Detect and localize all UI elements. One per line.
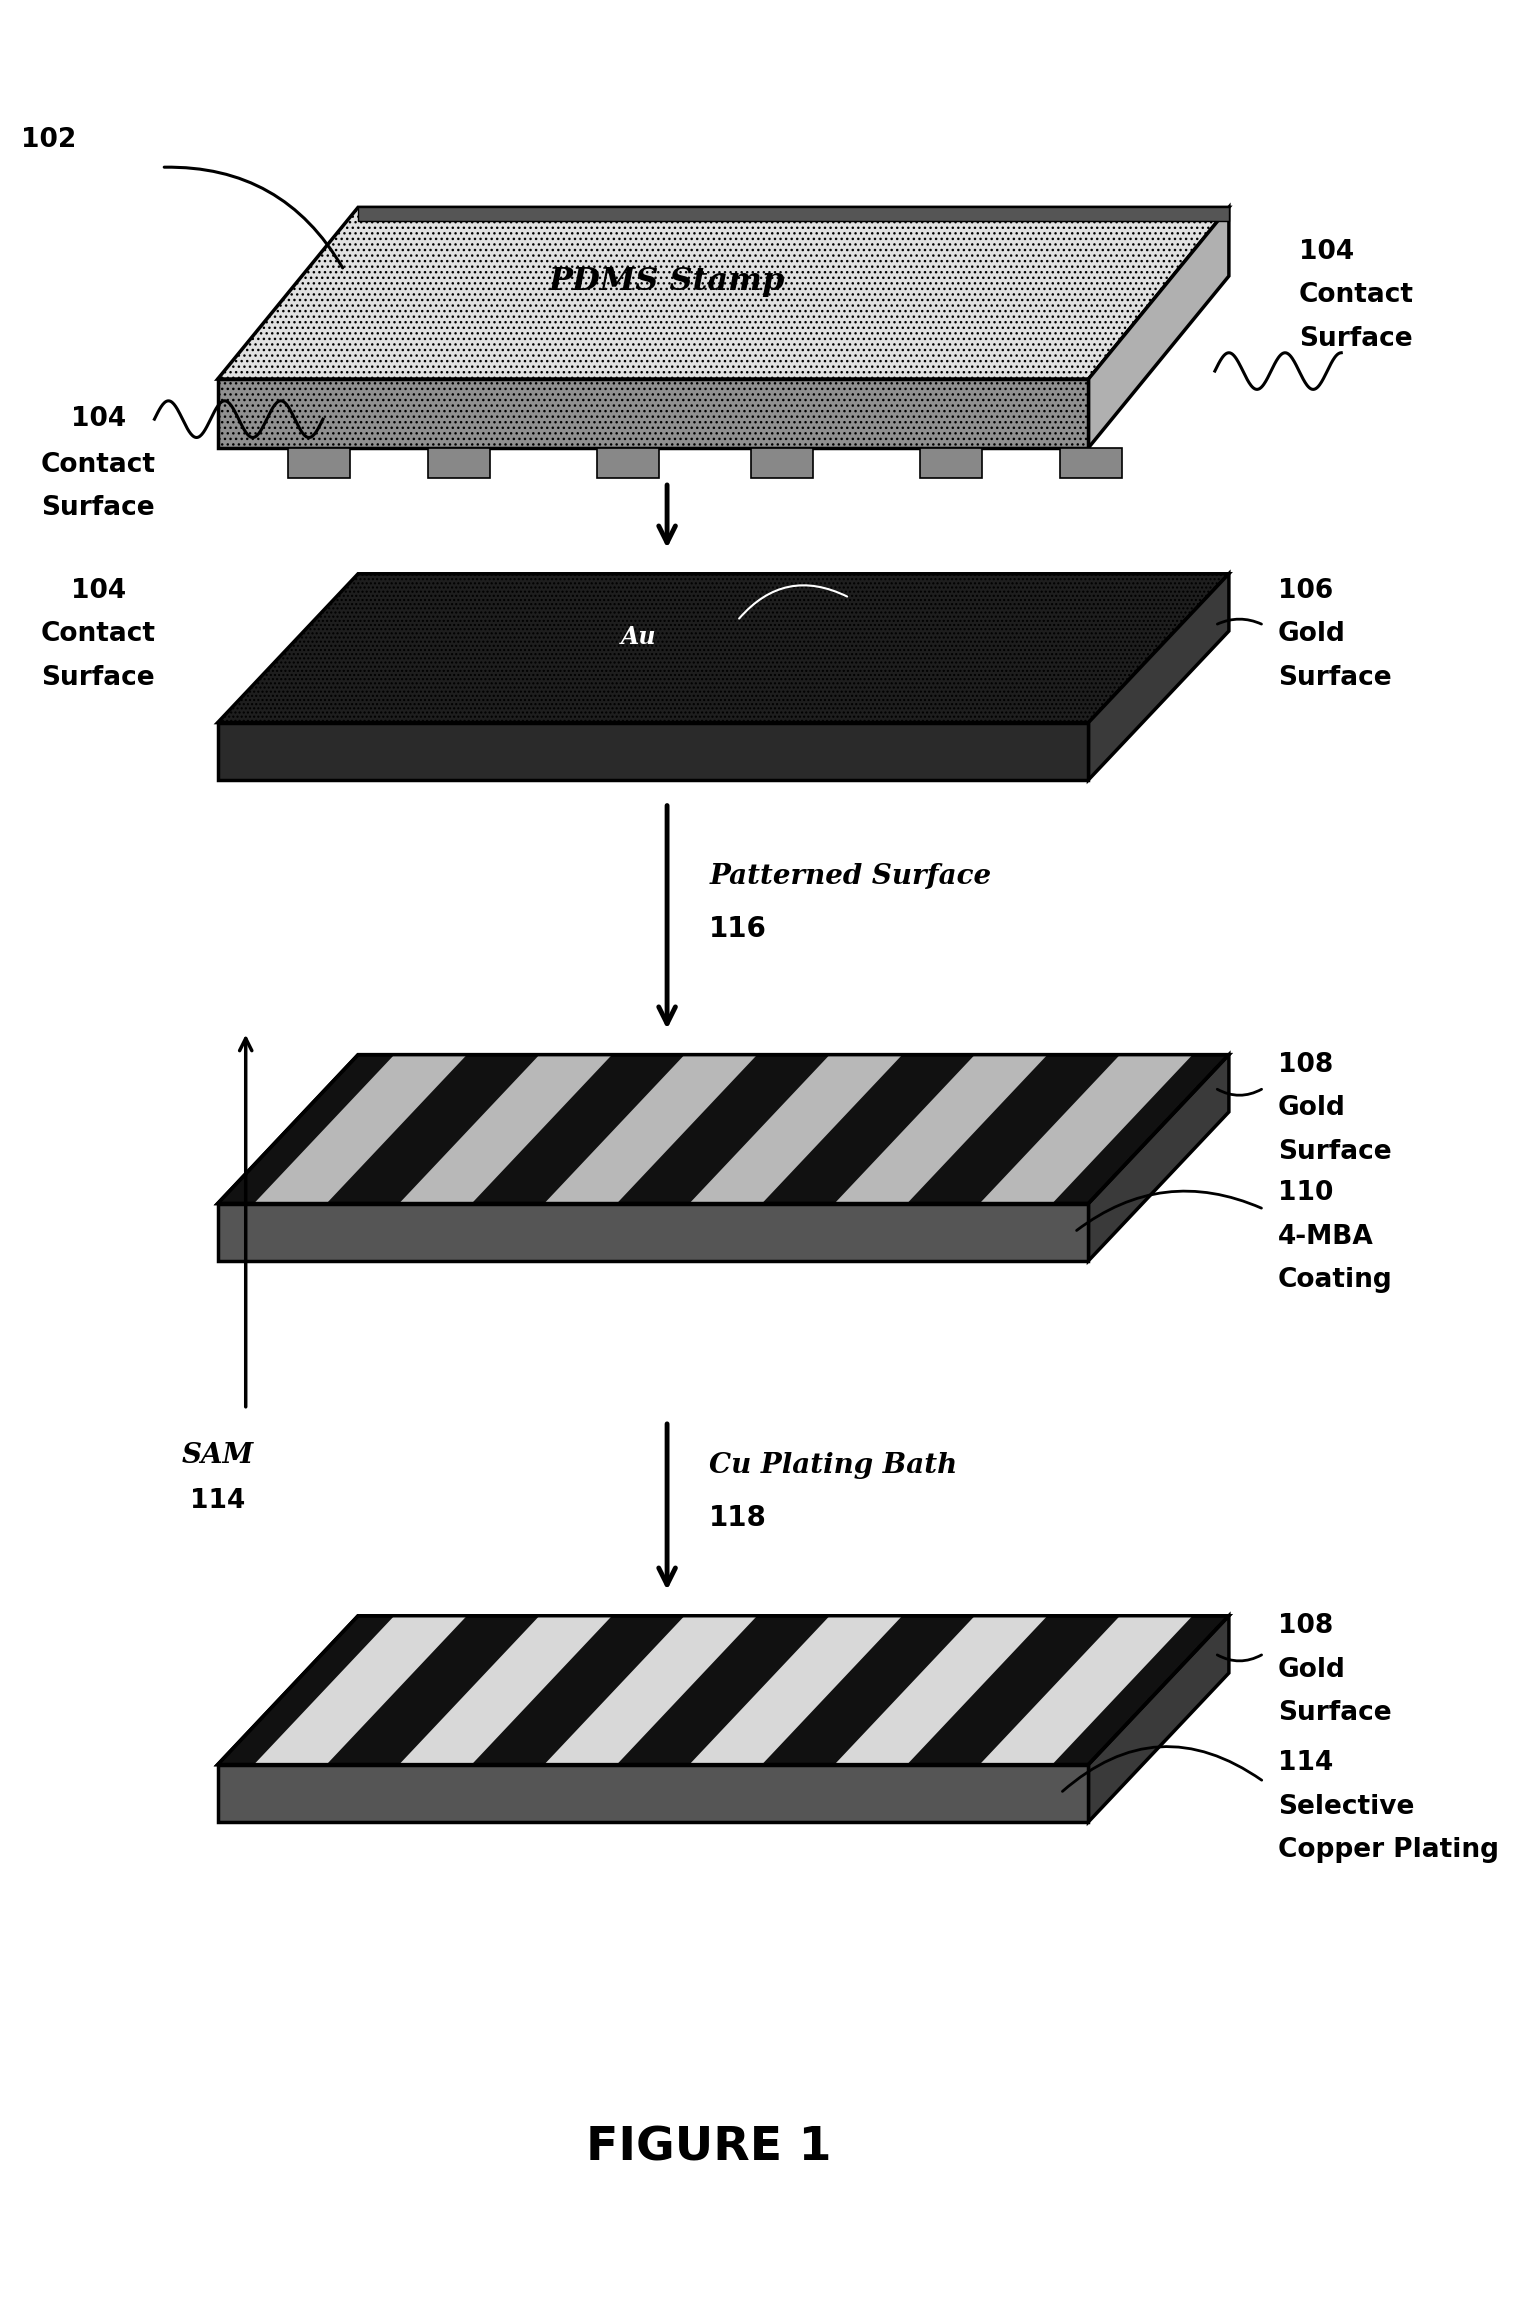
Text: 102: 102 [21, 127, 76, 152]
Text: Contact: Contact [41, 452, 156, 477]
Polygon shape [1089, 207, 1229, 447]
Polygon shape [218, 1765, 1089, 1822]
Text: 108: 108 [1278, 1613, 1333, 1638]
Text: 106: 106 [1278, 578, 1333, 604]
Text: FIGURE 1: FIGURE 1 [586, 2127, 832, 2170]
Polygon shape [399, 1615, 612, 1765]
Text: 104: 104 [1299, 240, 1354, 265]
Polygon shape [218, 574, 1229, 723]
Text: Selective: Selective [1278, 1795, 1414, 1820]
Polygon shape [253, 1055, 467, 1203]
Text: 104: 104 [70, 406, 125, 433]
Text: PDMS Stamp: PDMS Stamp [548, 267, 785, 297]
Text: 110: 110 [1278, 1180, 1333, 1207]
Text: Contact: Contact [41, 622, 156, 647]
Polygon shape [253, 1615, 467, 1765]
Polygon shape [357, 207, 1229, 221]
Polygon shape [218, 207, 1229, 380]
Polygon shape [980, 1055, 1193, 1203]
Polygon shape [834, 1055, 1048, 1203]
Bar [919, 447, 982, 477]
Polygon shape [980, 1615, 1193, 1765]
Text: 4-MBA: 4-MBA [1278, 1223, 1374, 1249]
Text: 114: 114 [189, 1488, 246, 1514]
Polygon shape [399, 1055, 612, 1203]
Text: SAM: SAM [182, 1442, 253, 1470]
Text: 114: 114 [1278, 1751, 1333, 1776]
Text: Surface: Surface [1299, 325, 1412, 353]
Text: Surface: Surface [41, 495, 156, 521]
Bar [289, 447, 350, 477]
Polygon shape [1089, 574, 1229, 779]
Text: Coating: Coating [1278, 1267, 1393, 1293]
Polygon shape [1089, 1615, 1229, 1822]
Text: 118: 118 [709, 1505, 767, 1532]
Text: Surface: Surface [1278, 666, 1391, 691]
Text: Gold: Gold [1278, 1094, 1345, 1122]
Text: Cu Plating Bath: Cu Plating Bath [709, 1452, 957, 1479]
Polygon shape [544, 1615, 757, 1765]
Polygon shape [834, 1615, 1048, 1765]
Text: Surface: Surface [1278, 1700, 1391, 1726]
Polygon shape [218, 380, 1089, 447]
Polygon shape [689, 1615, 902, 1765]
Bar [597, 447, 658, 477]
Bar [751, 447, 814, 477]
Text: Gold: Gold [1278, 1657, 1345, 1682]
Text: 104: 104 [70, 578, 125, 604]
Bar [428, 447, 490, 477]
Text: 108: 108 [1278, 1053, 1333, 1078]
Text: Contact: Contact [1299, 283, 1414, 309]
Text: 116: 116 [709, 915, 767, 942]
Bar [1060, 447, 1122, 477]
Polygon shape [218, 1055, 1229, 1203]
Polygon shape [218, 723, 1089, 779]
Polygon shape [1089, 1055, 1229, 1260]
Polygon shape [218, 1615, 1229, 1765]
Polygon shape [689, 1055, 902, 1203]
Text: Au: Au [621, 624, 657, 650]
Text: Gold: Gold [1278, 622, 1345, 647]
Text: Surface: Surface [1278, 1138, 1391, 1166]
Text: Surface: Surface [41, 666, 156, 691]
Text: Copper Plating: Copper Plating [1278, 1839, 1500, 1864]
Polygon shape [544, 1055, 757, 1203]
Polygon shape [218, 1203, 1089, 1260]
Text: Patterned Surface: Patterned Surface [709, 862, 991, 889]
